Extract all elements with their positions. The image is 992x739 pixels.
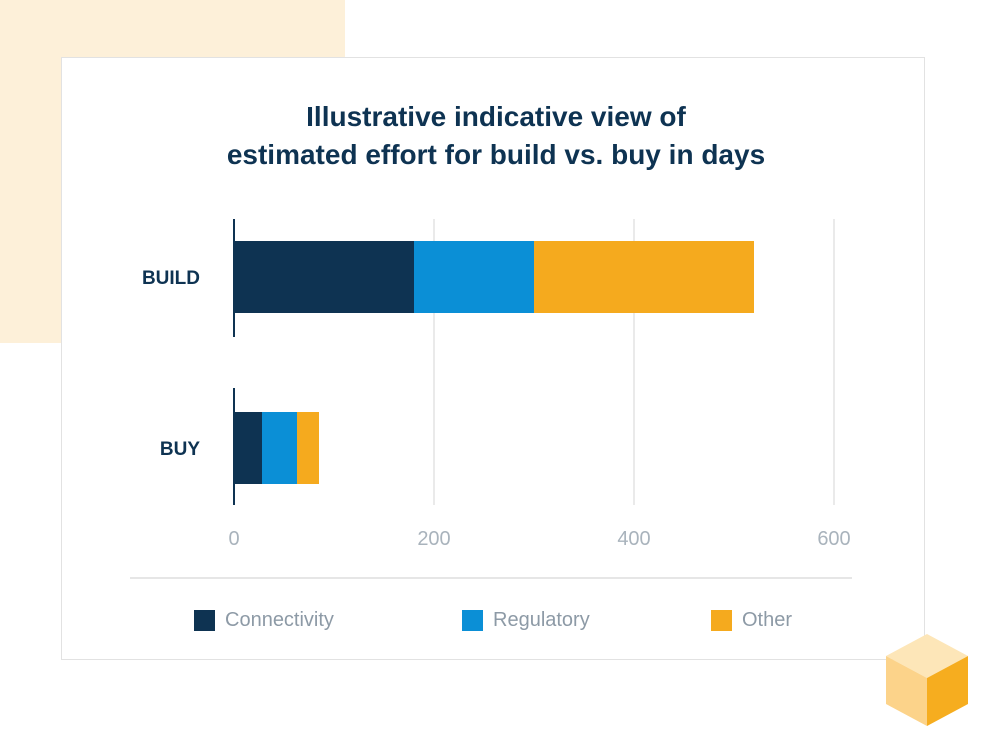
x-tick-label-200: 200 [417, 528, 450, 550]
bar-buy-connectivity [234, 412, 262, 484]
legend-swatch-connectivity [194, 609, 215, 631]
bar-buy-regulatory [262, 412, 297, 484]
legend-swatch-other [711, 609, 732, 631]
decorative-cube-icon [886, 634, 968, 726]
legend-item-connectivity: Connectivity [194, 608, 334, 632]
legend-label-connectivity: Connectivity [225, 608, 334, 631]
legend-label-other: Other [742, 608, 793, 631]
x-tick-label-0: 0 [228, 528, 239, 550]
x-tick-label-400: 400 [617, 528, 650, 550]
chart-title: Illustrative indicative view of estimate… [0, 98, 992, 174]
bar-build-connectivity [234, 241, 414, 313]
bar-buy-other [297, 412, 319, 484]
legend-label-regulatory: Regulatory [493, 608, 590, 631]
bar-build-other [534, 241, 754, 313]
bar-build-regulatory [414, 241, 534, 313]
legend-item-regulatory: Regulatory [462, 608, 590, 632]
category-label-buy: BUY [160, 439, 200, 460]
x-tick-label-600: 600 [817, 528, 850, 550]
chart-title-line-2: estimated effort for build vs. buy in da… [226, 139, 766, 170]
chart-title-line-1: Illustrative indicative view of [306, 101, 686, 132]
category-label-build: BUILD [142, 268, 200, 289]
legend-item-other: Other [711, 608, 792, 632]
chart-card [61, 57, 925, 660]
legend-swatch-regulatory [462, 609, 483, 631]
